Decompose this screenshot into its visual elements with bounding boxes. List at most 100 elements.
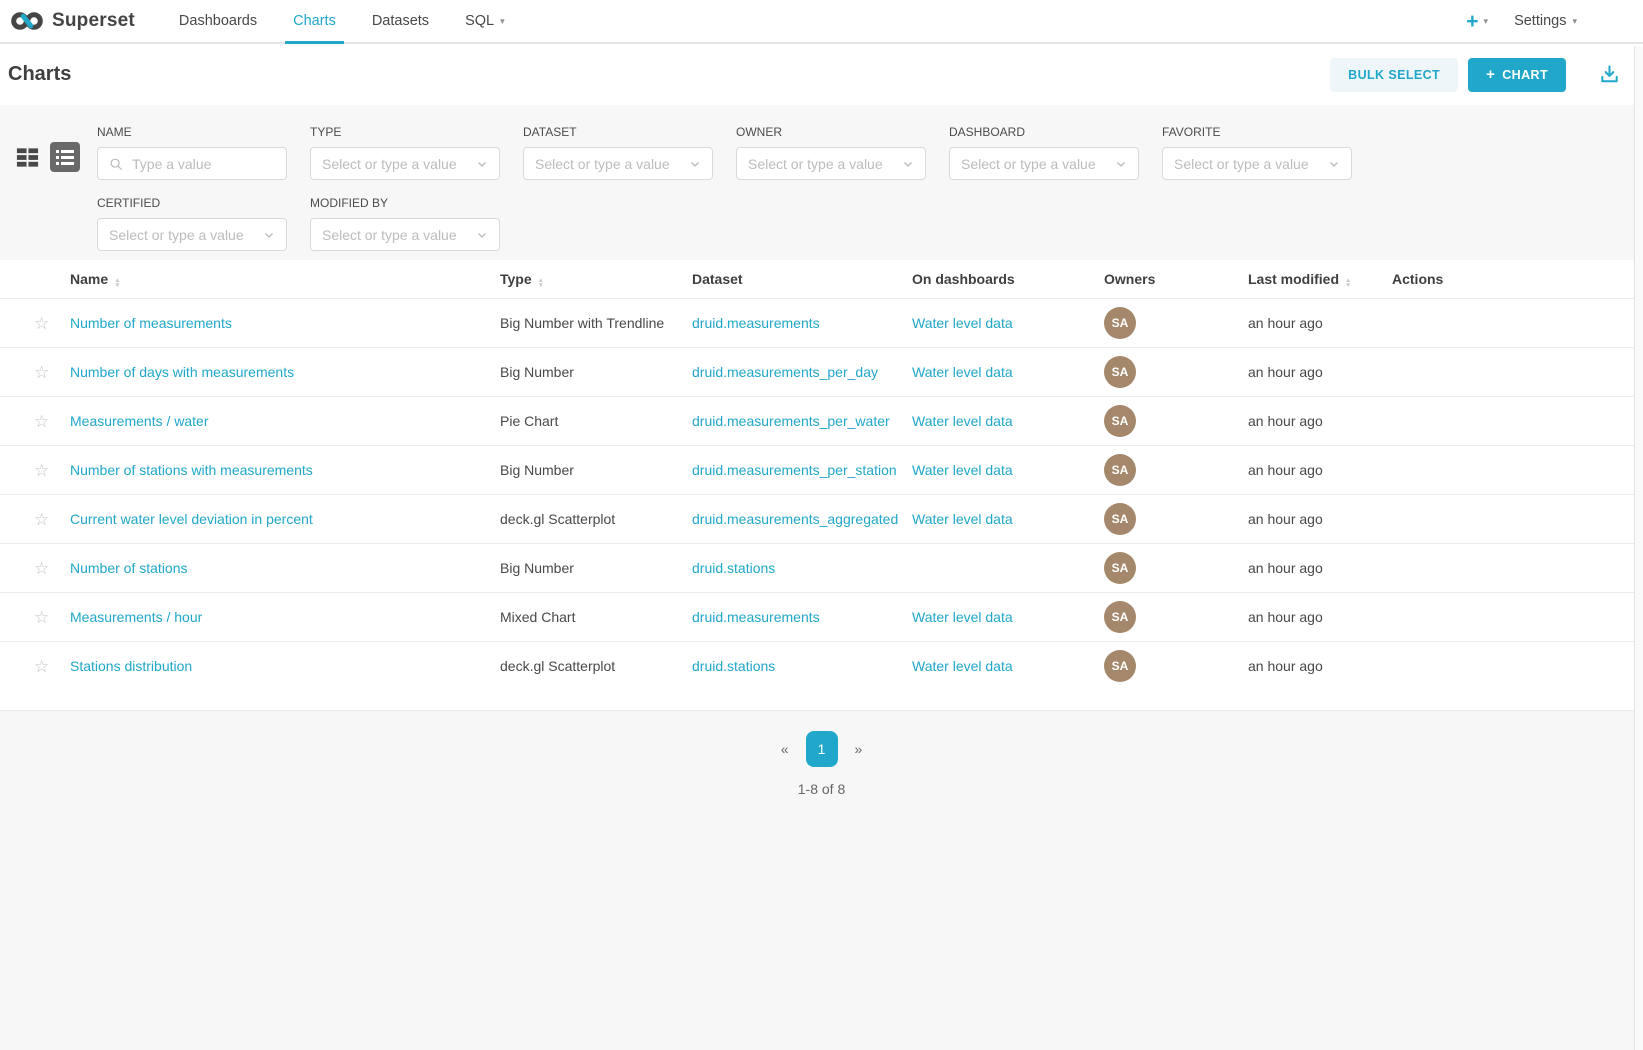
dataset-link[interactable]: druid.measurements_aggregated: [692, 511, 899, 527]
filter-dataset: DATASET Select or type a value: [523, 125, 713, 180]
dataset-link[interactable]: druid.stations: [692, 658, 776, 674]
plus-icon: +: [1486, 66, 1496, 83]
favorite-star-icon[interactable]: ☆: [34, 411, 50, 431]
dashboard-select[interactable]: Select or type a value: [949, 147, 1139, 180]
favorite-star-icon[interactable]: ☆: [34, 313, 50, 333]
nav-item-charts[interactable]: Charts: [275, 0, 354, 44]
add-chart-button[interactable]: + CHART: [1468, 57, 1566, 92]
bulk-select-button[interactable]: BULK SELECT: [1330, 57, 1459, 92]
dashboard-link[interactable]: Water level data: [912, 658, 1013, 674]
plus-icon: +: [1466, 9, 1479, 33]
favorite-select[interactable]: Select or type a value: [1162, 147, 1352, 180]
filter-label: DATASET: [523, 125, 577, 139]
chart-name-link[interactable]: Number of stations: [70, 560, 188, 576]
dashboard-link[interactable]: Water level data: [912, 511, 1013, 527]
vertical-scrollbar[interactable]: [1634, 46, 1643, 1050]
chart-type-text: Big Number: [500, 560, 574, 576]
chevron-down-icon: [689, 158, 701, 170]
settings-label: Settings: [1514, 13, 1567, 29]
dashboard-link[interactable]: Water level data: [912, 609, 1013, 625]
favorite-star-icon[interactable]: ☆: [34, 460, 50, 480]
nav-item-sql[interactable]: SQL ▾: [465, 13, 505, 29]
prev-page-button[interactable]: «: [780, 741, 789, 757]
chart-name-link[interactable]: Number of measurements: [70, 315, 232, 331]
nav-item-datasets[interactable]: Datasets: [371, 13, 430, 29]
filter-owner: OWNER Select or type a value: [736, 125, 926, 180]
chart-type-text: deck.gl Scatterplot: [500, 511, 616, 527]
last-modified-text: an hour ago: [1248, 658, 1323, 674]
dataset-link[interactable]: druid.stations: [692, 560, 776, 576]
settings-menu[interactable]: Settings ▾: [1514, 13, 1577, 29]
owner-avatar[interactable]: SA: [1104, 356, 1136, 388]
owner-avatar[interactable]: SA: [1104, 552, 1136, 584]
filter-name: NAME: [97, 125, 287, 180]
last-modified-text: an hour ago: [1248, 315, 1323, 331]
filter-dashboard: DASHBOARD Select or type a value: [949, 125, 1139, 180]
header-type[interactable]: Type ▲ ▼: [500, 270, 545, 289]
favorite-star-icon[interactable]: ☆: [34, 656, 50, 676]
table-row: ☆ Current water level deviation in perce…: [0, 494, 1643, 543]
superset-infinity-icon: [10, 9, 44, 33]
owner-avatar[interactable]: SA: [1104, 307, 1136, 339]
filter-label: FAVORITE: [1162, 125, 1221, 139]
add-new-button[interactable]: + ▾: [1466, 11, 1488, 32]
dataset-link[interactable]: druid.measurements: [692, 315, 820, 331]
top-nav: Superset Dashboards Charts Datasets SQL …: [0, 0, 1643, 44]
last-modified-text: an hour ago: [1248, 560, 1323, 576]
dashboard-link[interactable]: Water level data: [912, 315, 1013, 331]
nav-item-dashboards[interactable]: Dashboards: [178, 13, 258, 29]
favorite-star-icon[interactable]: ☆: [34, 607, 50, 627]
nav-right: + ▾ Settings ▾: [1466, 0, 1643, 42]
owner-avatar[interactable]: SA: [1104, 601, 1136, 633]
chart-type-text: Big Number: [500, 364, 574, 380]
dataset-link[interactable]: druid.measurements: [692, 609, 820, 625]
dashboard-link[interactable]: Water level data: [912, 413, 1013, 429]
owner-avatar[interactable]: SA: [1104, 503, 1136, 535]
chart-name-link[interactable]: Measurements / water: [70, 413, 209, 429]
chart-name-link[interactable]: Number of days with measurements: [70, 364, 295, 380]
owner-avatar[interactable]: SA: [1104, 454, 1136, 486]
owner-avatar[interactable]: SA: [1104, 405, 1136, 437]
sort-icon: ▲ ▼: [114, 276, 121, 289]
certified-select[interactable]: Select or type a value: [97, 218, 287, 251]
header-last-modified[interactable]: Last modified ▲ ▼: [1248, 270, 1352, 289]
superset-logo[interactable]: Superset: [10, 0, 135, 42]
page-1-button[interactable]: 1: [805, 731, 838, 767]
dataset-select[interactable]: Select or type a value: [523, 147, 713, 180]
type-select[interactable]: Select or type a value: [310, 147, 500, 180]
owner-select[interactable]: Select or type a value: [736, 147, 926, 180]
header-name[interactable]: Name ▲ ▼: [70, 270, 121, 289]
favorite-star-icon[interactable]: ☆: [34, 509, 50, 529]
chart-type-text: Big Number with Trendline: [500, 315, 665, 331]
chart-name-link[interactable]: Current water level deviation in percent: [70, 511, 313, 527]
view-toggles: [12, 142, 80, 251]
filter-type: TYPE Select or type a value: [310, 125, 500, 180]
chart-type-text: Big Number: [500, 462, 574, 478]
filter-bar: NAME TYPE Select or type a value DATASET…: [0, 105, 1643, 260]
favorite-star-icon[interactable]: ☆: [34, 558, 50, 578]
chevron-down-icon: ▾: [1572, 15, 1577, 26]
table-header-row: Name ▲ ▼ Type ▲ ▼ Dataset On dashboards Owne…: [0, 260, 1643, 298]
name-search-input[interactable]: [130, 154, 275, 173]
table-row: ☆ Number of stations with measurements B…: [0, 445, 1643, 494]
nav-items: Dashboards Charts Datasets SQL ▾: [161, 0, 523, 44]
card-view-toggle[interactable]: [12, 142, 42, 172]
chevron-down-icon: ▾: [1483, 15, 1489, 26]
dataset-link[interactable]: druid.measurements_per_water: [692, 413, 890, 429]
next-page-button[interactable]: »: [854, 741, 863, 757]
list-view-toggle[interactable]: [50, 142, 80, 172]
favorite-star-icon[interactable]: ☆: [34, 362, 50, 382]
chevron-down-icon: [1328, 158, 1340, 170]
chart-name-link[interactable]: Measurements / hour: [70, 609, 203, 625]
modified-by-select[interactable]: Select or type a value: [310, 218, 500, 251]
owner-avatar[interactable]: SA: [1104, 650, 1136, 682]
chart-name-link[interactable]: Number of stations with measurements: [70, 462, 313, 478]
last-modified-text: an hour ago: [1248, 462, 1323, 478]
dashboard-link[interactable]: Water level data: [912, 462, 1013, 478]
export-download-button[interactable]: [1592, 62, 1627, 87]
chevron-down-icon: [476, 229, 488, 241]
dashboard-link[interactable]: Water level data: [912, 364, 1013, 380]
dataset-link[interactable]: druid.measurements_per_day: [692, 364, 878, 380]
chart-name-link[interactable]: Stations distribution: [70, 658, 193, 674]
dataset-link[interactable]: druid.measurements_per_station: [692, 462, 897, 478]
